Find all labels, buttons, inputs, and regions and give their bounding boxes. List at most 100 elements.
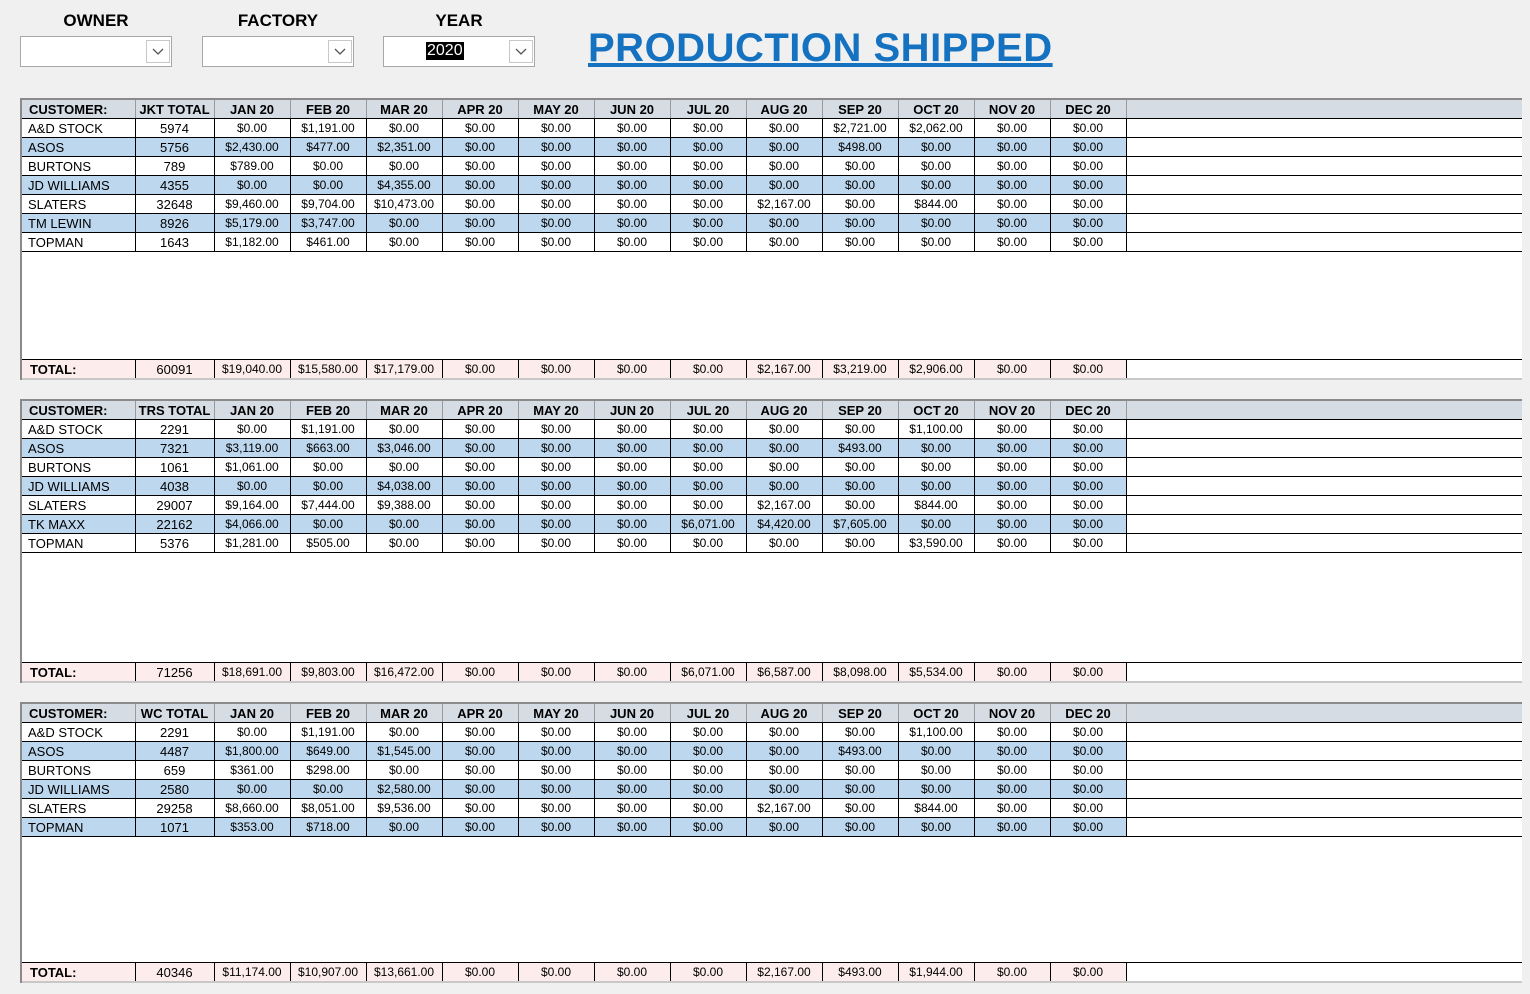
month-cell[interactable]: $0.00 — [442, 817, 519, 837]
customer-cell[interactable]: BURTONS — [22, 457, 136, 477]
month-cell[interactable]: $9,164.00 — [214, 495, 291, 515]
customer-cell[interactable]: A&D STOCK — [22, 419, 136, 439]
month-cell[interactable]: $0.00 — [366, 213, 443, 233]
month-total-cell[interactable]: $0.00 — [1050, 662, 1127, 683]
month-cell[interactable]: $9,388.00 — [366, 495, 443, 515]
month-cell[interactable]: $2,351.00 — [366, 137, 443, 157]
month-total-cell[interactable]: $0.00 — [518, 359, 595, 380]
month-cell[interactable]: $0.00 — [518, 779, 595, 799]
month-cell[interactable]: $0.00 — [670, 137, 747, 157]
month-cell[interactable]: $0.00 — [746, 533, 823, 553]
month-cell[interactable]: $0.00 — [366, 533, 443, 553]
customer-cell[interactable]: ASOS — [22, 438, 136, 458]
customer-cell[interactable]: BURTONS — [22, 156, 136, 176]
month-cell[interactable]: $0.00 — [898, 175, 975, 195]
month-cell[interactable]: $2,580.00 — [366, 779, 443, 799]
month-cell[interactable]: $0.00 — [442, 779, 519, 799]
month-cell[interactable]: $0.00 — [746, 175, 823, 195]
month-total-cell[interactable]: $493.00 — [822, 962, 899, 983]
month-cell[interactable]: $0.00 — [974, 232, 1051, 252]
month-cell[interactable]: $2,167.00 — [746, 194, 823, 214]
month-total-cell[interactable]: $6,587.00 — [746, 662, 823, 683]
total-cell[interactable]: 789 — [135, 156, 215, 176]
month-cell[interactable]: $844.00 — [898, 495, 975, 515]
month-total-cell[interactable]: $2,167.00 — [746, 359, 823, 380]
month-cell[interactable]: $498.00 — [822, 137, 899, 157]
month-cell[interactable]: $789.00 — [214, 156, 291, 176]
month-cell[interactable]: $0.00 — [518, 760, 595, 780]
month-cell[interactable]: $0.00 — [974, 476, 1051, 496]
month-cell[interactable]: $0.00 — [594, 457, 671, 477]
month-cell[interactable]: $0.00 — [594, 779, 671, 799]
owner-combobox[interactable] — [20, 36, 172, 67]
month-cell[interactable]: $0.00 — [974, 118, 1051, 138]
month-cell[interactable]: $0.00 — [974, 514, 1051, 534]
month-total-cell[interactable]: $0.00 — [594, 662, 671, 683]
month-cell[interactable]: $0.00 — [746, 213, 823, 233]
total-cell[interactable]: 659 — [135, 760, 215, 780]
month-cell[interactable]: $10,473.00 — [366, 194, 443, 214]
month-cell[interactable]: $4,038.00 — [366, 476, 443, 496]
month-cell[interactable]: $0.00 — [974, 817, 1051, 837]
month-cell[interactable]: $0.00 — [290, 476, 367, 496]
month-cell[interactable]: $0.00 — [822, 533, 899, 553]
month-cell[interactable]: $0.00 — [1050, 760, 1127, 780]
month-cell[interactable]: $2,430.00 — [214, 137, 291, 157]
month-cell[interactable]: $0.00 — [1050, 213, 1127, 233]
month-cell[interactable]: $0.00 — [518, 722, 595, 742]
month-cell[interactable]: $0.00 — [670, 476, 747, 496]
customer-cell[interactable]: SLATERS — [22, 495, 136, 515]
month-cell[interactable]: $0.00 — [670, 533, 747, 553]
month-cell[interactable]: $5,179.00 — [214, 213, 291, 233]
month-cell[interactable]: $3,590.00 — [898, 533, 975, 553]
month-cell[interactable]: $0.00 — [518, 514, 595, 534]
month-cell[interactable]: $0.00 — [974, 175, 1051, 195]
month-cell[interactable]: $0.00 — [974, 438, 1051, 458]
month-total-cell[interactable]: $0.00 — [442, 359, 519, 380]
month-cell[interactable]: $0.00 — [746, 419, 823, 439]
month-cell[interactable]: $0.00 — [366, 760, 443, 780]
month-cell[interactable]: $0.00 — [670, 817, 747, 837]
month-cell[interactable]: $1,100.00 — [898, 419, 975, 439]
grand-total-cell[interactable]: 60091 — [135, 359, 215, 380]
month-cell[interactable]: $9,704.00 — [290, 194, 367, 214]
month-cell[interactable]: $4,355.00 — [366, 175, 443, 195]
month-cell[interactable]: $0.00 — [670, 741, 747, 761]
month-cell[interactable]: $1,800.00 — [214, 741, 291, 761]
month-cell[interactable]: $4,066.00 — [214, 514, 291, 534]
month-cell[interactable]: $9,460.00 — [214, 194, 291, 214]
total-cell[interactable]: 1643 — [135, 232, 215, 252]
customer-cell[interactable]: TOPMAN — [22, 817, 136, 837]
month-cell[interactable]: $0.00 — [442, 722, 519, 742]
total-cell[interactable]: 1071 — [135, 817, 215, 837]
month-total-cell[interactable]: $8,098.00 — [822, 662, 899, 683]
month-cell[interactable]: $0.00 — [670, 175, 747, 195]
month-cell[interactable]: $0.00 — [1050, 817, 1127, 837]
month-cell[interactable]: $0.00 — [974, 722, 1051, 742]
month-total-cell[interactable]: $5,534.00 — [898, 662, 975, 683]
month-cell[interactable]: $0.00 — [1050, 118, 1127, 138]
month-total-cell[interactable]: $9,803.00 — [290, 662, 367, 683]
month-cell[interactable]: $493.00 — [822, 741, 899, 761]
month-cell[interactable]: $0.00 — [670, 779, 747, 799]
month-cell[interactable]: $0.00 — [594, 118, 671, 138]
month-cell[interactable]: $461.00 — [290, 232, 367, 252]
month-cell[interactable]: $0.00 — [442, 156, 519, 176]
month-cell[interactable]: $0.00 — [974, 798, 1051, 818]
month-cell[interactable]: $0.00 — [822, 722, 899, 742]
month-cell[interactable]: $0.00 — [746, 741, 823, 761]
total-cell[interactable]: 4355 — [135, 175, 215, 195]
month-cell[interactable]: $0.00 — [518, 194, 595, 214]
month-cell[interactable]: $0.00 — [442, 798, 519, 818]
month-cell[interactable]: $0.00 — [518, 137, 595, 157]
month-cell[interactable]: $0.00 — [1050, 194, 1127, 214]
month-cell[interactable]: $0.00 — [670, 156, 747, 176]
month-cell[interactable]: $7,444.00 — [290, 495, 367, 515]
month-cell[interactable]: $0.00 — [1050, 156, 1127, 176]
month-cell[interactable]: $0.00 — [746, 476, 823, 496]
month-cell[interactable]: $0.00 — [442, 514, 519, 534]
month-cell[interactable]: $0.00 — [442, 213, 519, 233]
month-cell[interactable]: $0.00 — [214, 175, 291, 195]
month-total-cell[interactable]: $13,661.00 — [366, 962, 443, 983]
month-cell[interactable]: $0.00 — [1050, 438, 1127, 458]
